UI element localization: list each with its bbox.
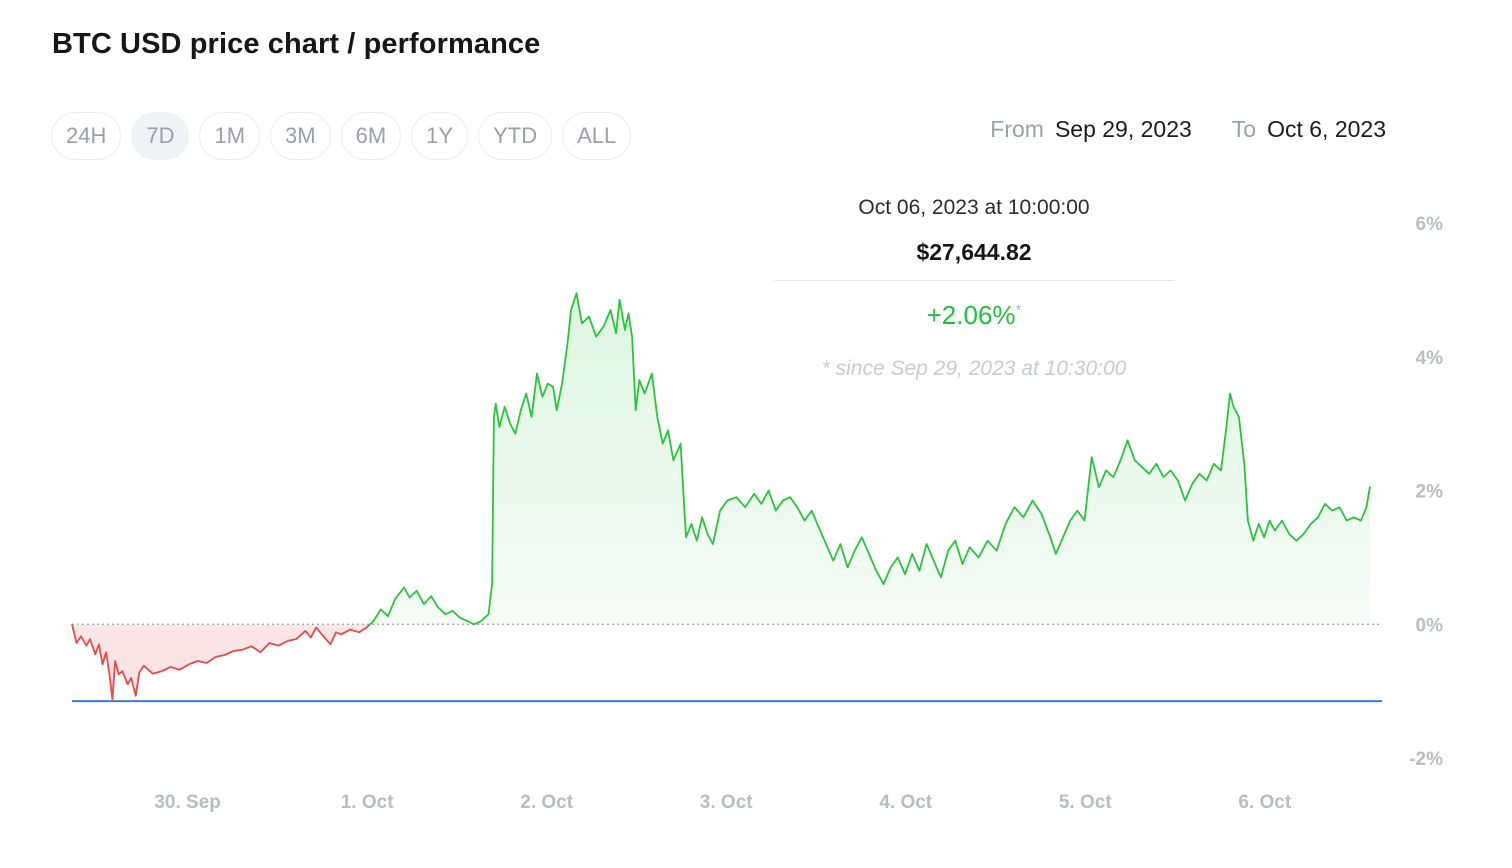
hover-tooltip: Oct 06, 2023 at 10:00:00 $27,644.82 +2.0… <box>774 196 1174 381</box>
range-button-6m[interactable]: 6M <box>340 112 402 160</box>
y-axis-tick-label: 4% <box>1416 348 1444 369</box>
x-axis-tick-label: 5. Oct <box>1059 792 1112 813</box>
tooltip-divider <box>774 280 1174 281</box>
tooltip-since: * since Sep 29, 2023 at 10:30:00 <box>821 357 1127 380</box>
x-axis-tick-label: 1. Oct <box>341 792 394 813</box>
x-axis-tick-label: 3. Oct <box>700 792 753 813</box>
range-selector: 24H 7D 1M 3M 6M 1Y YTD ALL <box>51 112 632 160</box>
range-button-1y[interactable]: 1Y <box>411 112 469 160</box>
date-range: From Sep 29, 2023 To Oct 6, 2023 <box>990 116 1386 143</box>
tooltip-change-value: +2.06% <box>926 300 1016 330</box>
to-label: To <box>1231 116 1257 142</box>
from-date-field[interactable]: Sep 29, 2023 <box>1054 116 1192 142</box>
area-fill-positive <box>72 293 1370 625</box>
range-button-all[interactable]: ALL <box>562 112 632 160</box>
y-axis-tick-label: 6% <box>1416 214 1444 235</box>
range-button-24h[interactable]: 24H <box>51 112 122 160</box>
range-button-1m[interactable]: 1M <box>199 112 261 160</box>
x-axis-tick-label: 6. Oct <box>1238 792 1291 813</box>
x-axis-tick-label: 30. Sep <box>154 792 221 813</box>
tooltip-price: $27,644.82 <box>916 239 1032 265</box>
tooltip-change: +2.06%* <box>774 300 1174 331</box>
x-axis-tick-label: 2. Oct <box>520 792 573 813</box>
range-button-ytd[interactable]: YTD <box>478 112 553 160</box>
area-fill-negative <box>72 625 370 700</box>
y-axis-tick-label: 0% <box>1416 615 1444 636</box>
page-title: BTC USD price chart / performance <box>52 28 541 60</box>
range-button-3m[interactable]: 3M <box>270 112 331 160</box>
tooltip-change-mark: * <box>1015 301 1022 319</box>
tooltip-date: Oct 06, 2023 at 10:00:00 <box>858 196 1090 219</box>
from-label: From <box>990 116 1044 142</box>
price-line-positive <box>71 292 1371 625</box>
y-axis-tick-label: -2% <box>1409 749 1443 770</box>
to-date-field[interactable]: Oct 6, 2023 <box>1267 116 1386 142</box>
y-axis-tick-label: 2% <box>1416 482 1444 503</box>
range-button-7d[interactable]: 7D <box>131 112 190 160</box>
x-axis-tick-label: 4. Oct <box>879 792 932 813</box>
price-line-negative <box>71 625 475 701</box>
